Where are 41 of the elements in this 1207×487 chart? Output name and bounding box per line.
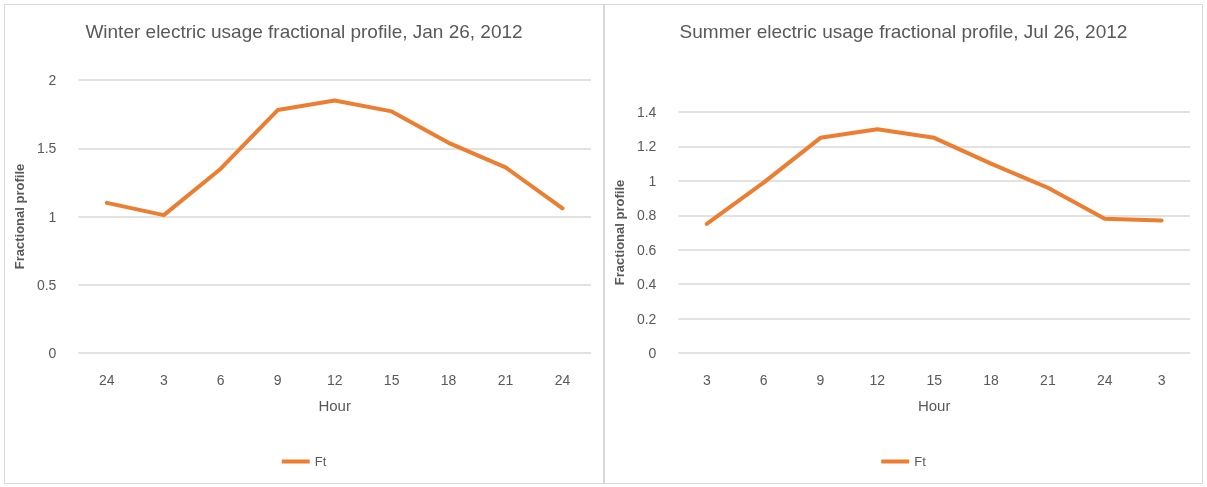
y-tick-label: 0.4 — [636, 276, 657, 293]
x-tick-label: 6 — [759, 372, 768, 388]
chart-title: Winter electric usage fractional profile, Jan 26, 2012 — [85, 21, 523, 42]
x-tick-label: 3 — [159, 372, 168, 388]
x-tick-label: 15 — [926, 372, 943, 388]
x-axis-title: Hour — [318, 397, 351, 414]
legend-label: Ft — [914, 454, 927, 469]
x-tick-label: 6 — [216, 372, 225, 388]
x-tick-label: 24 — [554, 372, 571, 388]
x-tick-label: 12 — [326, 372, 343, 388]
y-tick-label: 1.4 — [636, 104, 657, 120]
y-axis-title: Fractional profile — [612, 179, 627, 286]
legend-label: Ft — [314, 454, 327, 469]
line-series — [704, 127, 1164, 226]
x-tick-label: 15 — [383, 372, 400, 388]
x-tick-label: 3 — [1157, 372, 1166, 388]
y-tick-label: 0.2 — [636, 310, 657, 327]
x-tick-label: 18 — [440, 372, 457, 388]
x-tick-label: 24 — [1096, 372, 1113, 388]
y-tick-label: 2 — [48, 72, 57, 88]
x-tick-label: 21 — [1040, 372, 1056, 388]
x-tick-label: 3 — [702, 372, 711, 388]
y-tick-label: 0.6 — [636, 241, 657, 258]
y-tick-label: 0 — [48, 345, 57, 361]
y-tick-label: 0.5 — [36, 276, 57, 293]
y-tick-label: 1 — [648, 172, 657, 189]
x-tick-label: 12 — [869, 372, 886, 388]
x-tick-label: 24 — [99, 372, 115, 388]
chart-title: Summer electric usage fractional profile, Jul 26, 2012 — [679, 21, 1128, 42]
y-tick-label: 1 — [48, 208, 57, 225]
y-tick-label: 1.5 — [36, 140, 57, 157]
line-series — [104, 98, 565, 218]
y-axis-title: Fractional profile — [12, 163, 27, 270]
x-tick-label: 9 — [273, 372, 282, 388]
y-tick-label: 0 — [648, 345, 657, 361]
y-tick-label: 1.2 — [636, 138, 657, 155]
x-tick-label: 21 — [497, 372, 514, 388]
x-axis-title: Hour — [917, 397, 951, 414]
x-tick-label: 9 — [816, 372, 825, 388]
y-tick-label: 0.8 — [636, 207, 657, 224]
x-tick-label: 18 — [983, 372, 1000, 388]
